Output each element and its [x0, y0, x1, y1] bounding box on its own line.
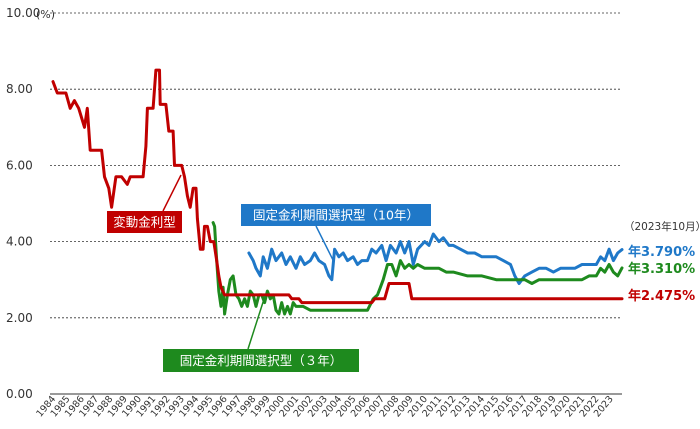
callout-leader-1: [315, 225, 335, 263]
y-tick-label: 10.00: [6, 6, 40, 20]
callout-leader-2: [247, 295, 266, 350]
callout-box-1: [241, 204, 431, 226]
x-axis-ticks: 1984198519861987198819891990199119921993…: [34, 394, 616, 420]
series-name-label: 固定金利期間選択型（10年）: [253, 208, 419, 223]
y-tick-label: 6.00: [6, 158, 33, 172]
series-end-label: 年3.790%: [628, 244, 695, 260]
callout-box-2: [163, 349, 359, 372]
series-end-label: 年2.475%: [628, 288, 695, 304]
as-of-label: （2023年10月）: [624, 220, 700, 233]
series-name-label: 固定金利期間選択型（３年）: [180, 353, 343, 368]
y-tick-label: 2.00: [6, 311, 33, 325]
callout-box-0: [107, 211, 182, 233]
y-unit-label: (%): [36, 8, 55, 21]
callout-leader-0: [162, 174, 182, 212]
series-line-0: [51, 68, 624, 305]
callouts: 変動金利型 固定金利期間選択型（10年） 固定金利期間選択型（３年）: [107, 174, 431, 372]
series-lines: [51, 68, 624, 316]
series-line-2: [211, 221, 624, 316]
gridlines: [50, 12, 622, 319]
series-end-label: 年3.310%: [628, 261, 695, 277]
y-axis-ticks: 0.00 2.00 4.00 6.00 8.00 10.00: [6, 6, 40, 401]
y-tick-label: 0.00: [6, 387, 33, 401]
series-name-label: 変動金利型: [113, 215, 176, 230]
end-labels: 年2.475% 年3.790%年3.310%: [628, 244, 695, 304]
series-line-1: [247, 232, 624, 285]
y-tick-label: 4.00: [6, 235, 33, 249]
y-tick-label: 8.00: [6, 82, 33, 96]
